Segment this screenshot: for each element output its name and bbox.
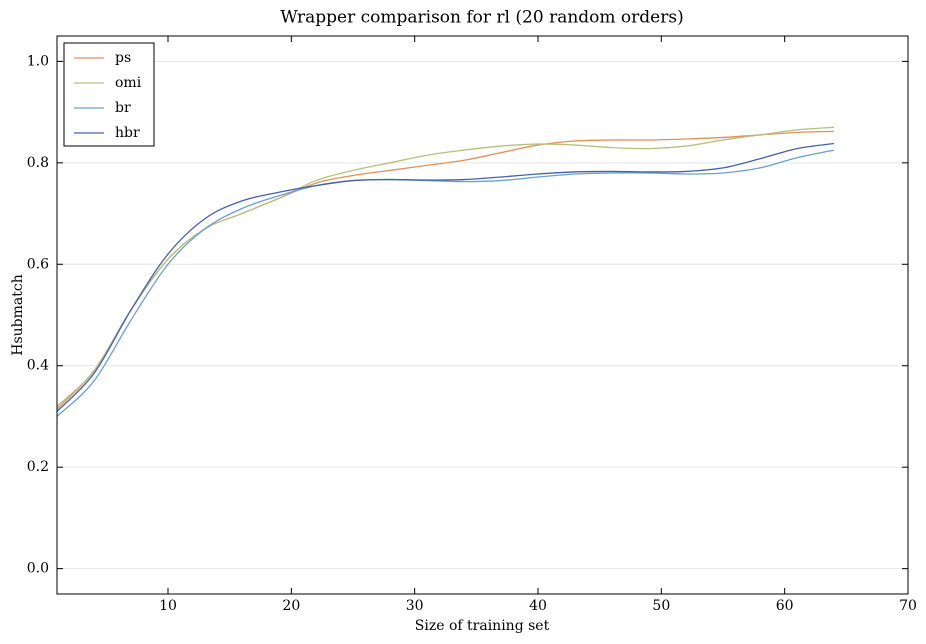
y-tick-label: 1.0 [27,53,49,69]
legend-box [63,42,155,147]
plot-frame [56,35,909,595]
chart-title: Wrapper comparison for rl (20 random ord… [280,8,683,28]
legend-label: br [115,100,131,116]
x-tick-label: 30 [406,598,424,614]
legend-label: hbr [115,125,140,141]
y-axis-label: Hsubmatch [10,274,26,355]
legend-label: omi [115,75,142,91]
line [56,126,835,407]
x-tick-label: 50 [652,598,670,614]
x-tick-label: 20 [282,598,300,614]
y-tick-label: 0.8 [27,155,49,171]
y-tick-label: 0.2 [27,459,49,475]
legend-label: ps [115,50,131,66]
x-tick-label: 40 [529,598,547,614]
y-tick-label: 0.0 [27,561,49,577]
x-tick-label: 60 [776,598,794,614]
line [56,149,835,417]
x-axis-label: Size of training set [415,618,550,634]
x-tick-label: 70 [899,598,917,614]
y-tick-label: 0.6 [27,256,49,272]
y-tick-label: 0.4 [27,358,49,374]
x-tick-label: 10 [159,598,177,614]
line [56,142,835,412]
